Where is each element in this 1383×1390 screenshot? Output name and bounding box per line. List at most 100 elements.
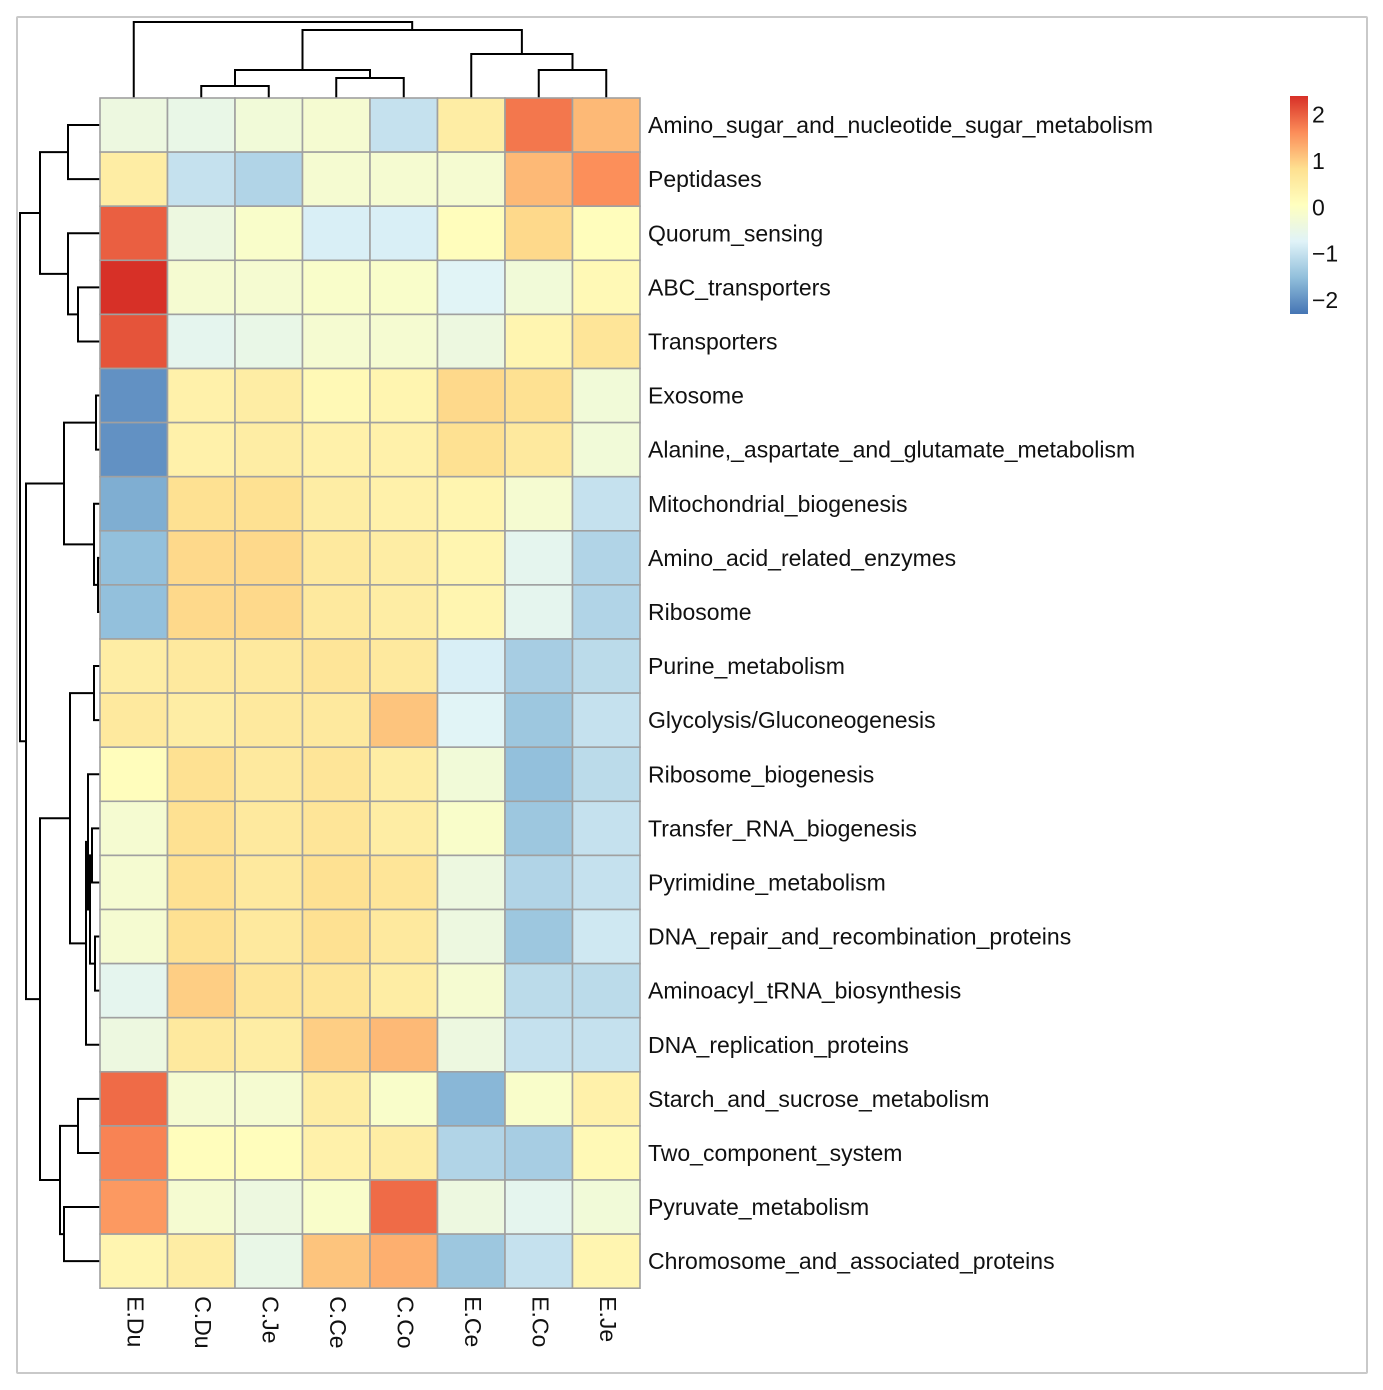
column-labels: E.Du C.Du C.Je C.Ce C.Co E.Ce E.Co E.Je [123,1296,622,1348]
heatmap-cell [436,475,506,532]
heatmap-cell [234,1233,304,1289]
heatmap-cell [234,854,304,911]
heatmap-cell [99,962,169,1019]
heatmap-cell [369,475,439,532]
column-label: C.Co [393,1296,419,1348]
dendrogram-branch [301,29,523,70]
heatmap-cell [504,800,574,857]
column-label: E.Co [528,1296,554,1347]
heatmap-cell [166,746,236,803]
heatmap-cell [436,584,506,640]
heatmap-cell [234,638,304,694]
row-label: Glycolysis/Gluconeogenesis [648,707,936,733]
heatmap-cell [99,151,169,208]
heatmap-cell [166,367,236,424]
heatmap-cell [166,1125,236,1181]
heatmap-cell [99,1016,169,1073]
heatmap-cell [504,908,574,965]
colorbar-tick-label: −1 [1312,241,1338,267]
heatmap-cell [166,800,236,857]
heatmap-cell [504,962,574,1019]
heatmap-cell [369,908,439,965]
row-label: Pyruvate_metabolism [648,1194,869,1220]
heatmap-cell [99,97,169,153]
column-label: C.Ce [325,1296,351,1348]
dendrogram-branch [63,421,96,546]
heatmap-cell [504,1179,574,1235]
heatmap-cell [369,1233,439,1289]
heatmap-cell [436,97,506,153]
heatmap-cell [436,367,506,424]
heatmap-cell [504,97,574,153]
heatmap-cell [99,908,169,965]
heatmap-cell [436,962,506,1019]
heatmap-cell [369,1071,439,1127]
heatmap-cell [166,529,236,586]
heatmap-cell [369,421,439,478]
heatmap-cell [234,1125,304,1181]
row-label: Ribosome [648,599,752,625]
colorbar-tick-label: 1 [1312,148,1325,174]
heatmap-cell [166,638,236,694]
heatmap-cell [234,421,304,478]
heatmap-cell [166,313,236,370]
colorbar-tick-label: 0 [1312,194,1325,220]
heatmap-cell [234,1016,304,1073]
row-label: Transfer_RNA_biogenesis [648,815,917,841]
heatmap-cell [369,962,439,1019]
heatmap-cell [99,584,169,640]
heatmap-cell [369,97,439,153]
heatmap-cell [436,421,506,478]
heatmap-cell [571,908,641,965]
heatmap-cell [571,638,641,694]
dendrogram-branch [25,482,64,1001]
dendrogram-branch [67,232,100,316]
heatmap-cell [436,1071,506,1127]
dendrogram-branch [91,827,100,884]
heatmap-cell [301,1071,371,1127]
heatmap-cell [369,746,439,803]
heatmap-cell [234,746,304,803]
heatmap-cell [99,259,169,316]
heatmap-cell [571,97,641,153]
heatmap-cell [301,962,371,1019]
row-label: Peptidases [648,166,762,192]
heatmap-cell [166,908,236,965]
colorbar-gradient [1290,96,1308,314]
heatmap-cell [504,854,574,911]
heatmap-cell [234,1179,304,1235]
heatmap-cells [99,97,641,1289]
heatmap-cell [369,692,439,748]
heatmap-cell [571,962,641,1019]
heatmap-cell [99,1233,169,1289]
row-label: Transporters [648,328,778,354]
dendrogram-branch [39,151,68,275]
heatmap-cell [436,800,506,857]
heatmap-cell [301,638,371,694]
heatmap-cell [166,692,236,748]
row-label: Chromosome_and_associated_proteins [648,1248,1055,1274]
heatmap-cell [369,638,439,694]
heatmap-cell [166,205,236,262]
dendrogram-branch [77,286,100,343]
heatmap-cell [436,1233,506,1289]
heatmap-cell [301,367,371,424]
heatmap-cell [234,1071,304,1127]
row-label: Aminoacyl_tRNA_biosynthesis [648,978,961,1004]
row-label: Mitochondrial_biogenesis [648,491,908,517]
heatmap-cell [571,692,641,748]
heatmap-cell [166,1179,236,1235]
heatmap-cell [571,151,641,208]
heatmap-cell [504,692,574,748]
heatmap-cell [234,584,304,640]
dendrogram-branch [59,1124,78,1236]
heatmap-cell [234,962,304,1019]
heatmap-cell [301,151,371,208]
dendrogram-branch [19,211,40,743]
heatmap-cell [99,800,169,857]
heatmap-cell [301,421,371,478]
heatmap-cell [504,529,574,586]
heatmap-cell [571,475,641,532]
heatmap-cell [234,151,304,208]
heatmap-cell [99,692,169,748]
